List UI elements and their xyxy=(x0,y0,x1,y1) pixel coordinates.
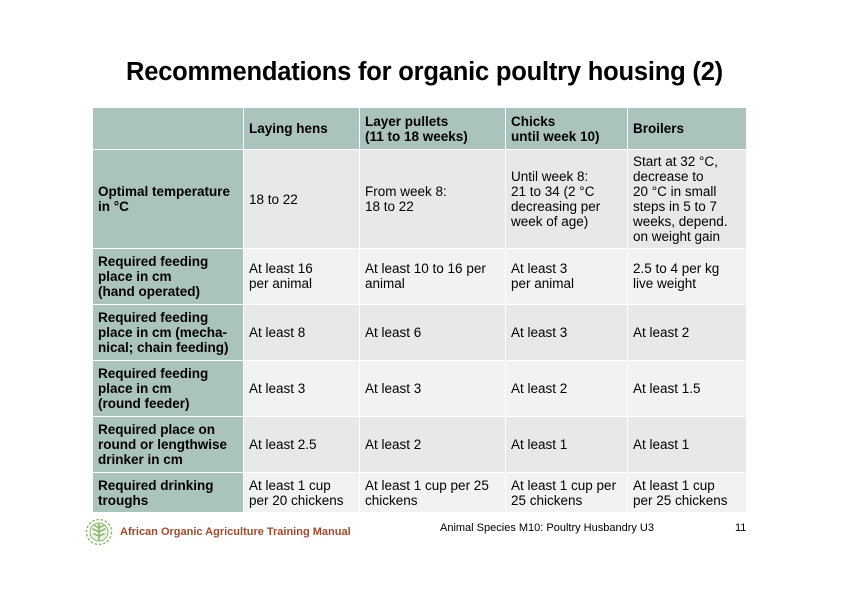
table-cell: At least 8 xyxy=(243,304,360,361)
course-reference: Animal Species M10: Poultry Husbandry U3 xyxy=(440,522,654,534)
row-label: Required feeding place in cm (mecha- nic… xyxy=(92,304,244,361)
header-layer-pullets: Layer pullets (11 to 18 weeks) xyxy=(359,107,506,150)
row-label: Required place on round or lengthwise dr… xyxy=(92,416,244,473)
slide-title: Recommendations for organic poultry hous… xyxy=(126,58,723,86)
table-cell: At least 2 xyxy=(627,304,747,361)
row-label: Optimal temperature in °C xyxy=(92,149,244,249)
table-cell: 2.5 to 4 per kg live weight xyxy=(627,248,747,305)
table-cell: At least 3 xyxy=(243,360,360,417)
table-row: Required feeding place in cm (round feed… xyxy=(92,360,747,417)
table-cell: At least 1.5 xyxy=(627,360,747,417)
row-label: Required feeding place in cm (round feed… xyxy=(92,360,244,417)
row-label: Required feeding place in cm (hand opera… xyxy=(92,248,244,305)
housing-table: Laying hens Layer pullets (11 to 18 week… xyxy=(92,107,747,513)
organic-leaf-logo-icon xyxy=(85,518,113,546)
table-cell: At least 16 per animal xyxy=(243,248,360,305)
table-row: Required place on round or lengthwise dr… xyxy=(92,416,747,473)
table-cell: At least 2.5 xyxy=(243,416,360,473)
table-cell: At least 2 xyxy=(359,416,506,473)
table-row: Required drinking troughs At least 1 cup… xyxy=(92,472,747,513)
row-label: Required drinking troughs xyxy=(92,472,244,513)
table-row: Required feeding place in cm (hand opera… xyxy=(92,248,747,305)
table-cell: At least 1 xyxy=(627,416,747,473)
header-corner xyxy=(92,107,244,150)
table-cell: At least 1 cup per 25 chickens xyxy=(505,472,628,513)
header-laying-hens: Laying hens xyxy=(243,107,360,150)
table-cell: Until week 8: 21 to 34 (2 °C decreasing … xyxy=(505,149,628,249)
table-cell: At least 2 xyxy=(505,360,628,417)
table-cell: 18 to 22 xyxy=(243,149,360,249)
table-cell: At least 3 xyxy=(505,304,628,361)
header-broilers: Broilers xyxy=(627,107,747,150)
table-cell: At least 1 cup per 25 chickens xyxy=(627,472,747,513)
table-cell: At least 3 per animal xyxy=(505,248,628,305)
table-cell: At least 6 xyxy=(359,304,506,361)
table-cell: At least 3 xyxy=(359,360,506,417)
table-cell: At least 10 to 16 per animal xyxy=(359,248,506,305)
page-number: 11 xyxy=(735,522,747,534)
table-cell: At least 1 cup per 25 chickens xyxy=(359,472,506,513)
manual-title: African Organic Agriculture Training Man… xyxy=(120,526,351,538)
table-cell: At least 1 cup per 20 chickens xyxy=(243,472,360,513)
footer-branding: African Organic Agriculture Training Man… xyxy=(84,514,351,550)
table-cell: Start at 32 °C, decrease to 20 °C in sma… xyxy=(627,149,747,249)
table-cell: From week 8: 18 to 22 xyxy=(359,149,506,249)
table-row: Optimal temperature in °C 18 to 22 From … xyxy=(92,149,747,249)
table-cell: At least 1 xyxy=(505,416,628,473)
table-row: Required feeding place in cm (mecha- nic… xyxy=(92,304,747,361)
header-chicks: Chicks until week 10) xyxy=(505,107,628,150)
